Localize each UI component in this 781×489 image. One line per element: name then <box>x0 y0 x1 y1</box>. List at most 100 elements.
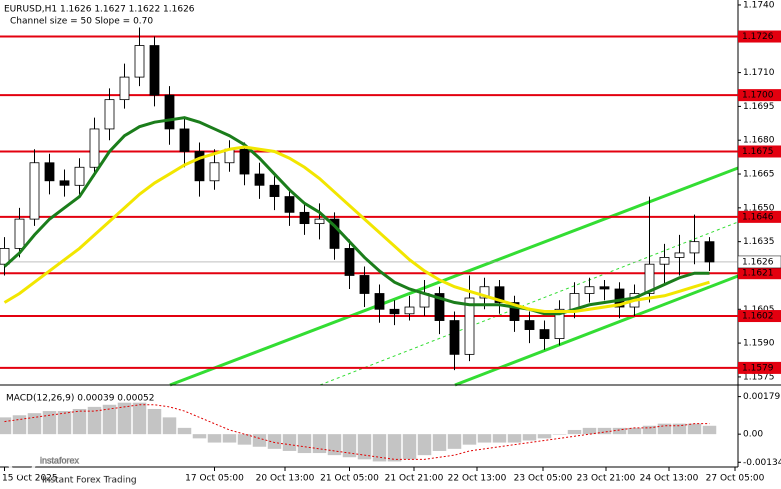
candle-body <box>539 329 550 339</box>
x-tick-label: 15 Oct 2025 <box>2 474 58 484</box>
x-tick-label: 23 Oct 05:00 <box>514 474 573 484</box>
candle-body <box>584 286 595 294</box>
macd-bar <box>162 417 177 435</box>
level-label-box <box>738 267 781 280</box>
macd-bar <box>552 434 567 435</box>
macd-bar <box>102 404 117 435</box>
candle-body <box>479 286 490 299</box>
macd-bar <box>507 434 522 443</box>
level-label-box <box>738 145 781 158</box>
candle-body <box>74 166 85 186</box>
candle-body <box>674 252 685 258</box>
level-label: 1.1675 <box>742 147 774 157</box>
current-price-label: 1.1626 <box>742 257 774 267</box>
candle-body <box>89 128 100 168</box>
logo-tagline: Instant Forex Trading <box>42 476 137 486</box>
candle-body <box>689 241 700 254</box>
y-tick-label: 1.1710 <box>743 68 775 78</box>
macd-bar <box>72 408 87 435</box>
candle-body <box>449 320 460 355</box>
x-tick-label: 24 Oct 13:00 <box>640 474 699 484</box>
macd-bar <box>27 413 42 435</box>
y-tick-label: 0.00179 <box>743 392 780 402</box>
level-label: 1.1700 <box>742 91 774 101</box>
candle-body <box>554 308 565 339</box>
moving-average <box>3 116 710 316</box>
macd-bar <box>582 427 597 435</box>
macd-bar <box>687 423 702 435</box>
macd-bar <box>522 434 537 441</box>
level-label-box <box>738 210 781 223</box>
candle-body <box>509 302 520 321</box>
candle-body <box>299 211 310 225</box>
macd-bar <box>297 434 312 454</box>
macd-bar <box>222 434 237 443</box>
macd-bar <box>357 434 372 460</box>
logo-name: instaforex <box>40 455 80 465</box>
level-label-box <box>738 310 781 323</box>
level-label: 1.1726 <box>742 32 774 42</box>
macd-bar <box>702 425 717 435</box>
candle-body <box>494 286 505 303</box>
macd-bar <box>147 408 162 435</box>
candle-body <box>134 45 145 78</box>
candle-body <box>374 293 385 310</box>
logo: instaforex Instant Forex Trading <box>7 446 137 486</box>
current-price-box <box>737 255 781 269</box>
macd-bar <box>612 427 627 435</box>
candle-body <box>14 218 25 249</box>
candle-body <box>119 76 130 101</box>
x-tick-label: 21 Oct 05:00 <box>320 474 379 484</box>
x-tick-label: 17 Oct 05:00 <box>185 474 244 484</box>
macd-bar <box>627 427 642 435</box>
candle-body <box>104 99 115 130</box>
level-label-box <box>738 361 781 374</box>
macd-bar <box>42 411 57 435</box>
macd-bar <box>597 427 612 435</box>
y-tick-label: 1.1635 <box>743 237 775 247</box>
y-tick-label: 1.1590 <box>743 339 775 349</box>
y-tick-label: -0.00134 <box>743 458 781 468</box>
candle-body <box>269 184 280 197</box>
macd-bar <box>342 434 357 458</box>
candle-body <box>464 297 475 355</box>
y-tick-label: 0.00 <box>743 430 763 440</box>
y-tick-label: 1.1575 <box>743 372 775 382</box>
macd-bar <box>132 402 147 435</box>
candle-body <box>29 162 40 220</box>
macd-bar <box>477 434 492 443</box>
y-tick-label: 1.1650 <box>743 203 775 213</box>
candle-body <box>614 288 625 308</box>
candle-body <box>0 248 10 265</box>
macd-bar <box>372 434 387 462</box>
macd-bar <box>642 425 657 435</box>
candle-body <box>44 162 55 182</box>
candle-body <box>164 94 175 130</box>
level-label-box <box>738 89 781 102</box>
candle-body <box>329 218 340 249</box>
macd-bar <box>177 427 192 435</box>
macd-bar <box>117 402 132 435</box>
price-panel <box>169 166 739 387</box>
macd-bar <box>192 434 207 439</box>
candle-body <box>434 293 445 321</box>
candle-body <box>704 241 715 263</box>
x-tick-label: 20 Oct 13:00 <box>256 474 315 484</box>
candle-body <box>344 248 355 276</box>
macd-title: MACD(12,26,9) 0.00039 0.00052 <box>6 394 155 404</box>
macd-bar <box>252 434 267 447</box>
chart-title: EURUSD,H1 1.1626 1.1627 1.1622 1.1626 <box>4 5 195 15</box>
candle-body <box>659 257 670 265</box>
y-tick-label: 1.1695 <box>743 102 775 112</box>
candle-body <box>209 162 220 182</box>
macd-bar <box>672 423 687 435</box>
macd-bar <box>267 434 282 449</box>
macd-bar <box>417 434 432 456</box>
macd-bar <box>432 434 447 451</box>
macd-bar <box>57 411 72 435</box>
level-label: 1.1602 <box>742 312 774 322</box>
macd-bar <box>87 406 102 435</box>
x-tick-label: 27 Oct 05:00 <box>706 474 765 484</box>
macd-bar <box>327 434 342 456</box>
